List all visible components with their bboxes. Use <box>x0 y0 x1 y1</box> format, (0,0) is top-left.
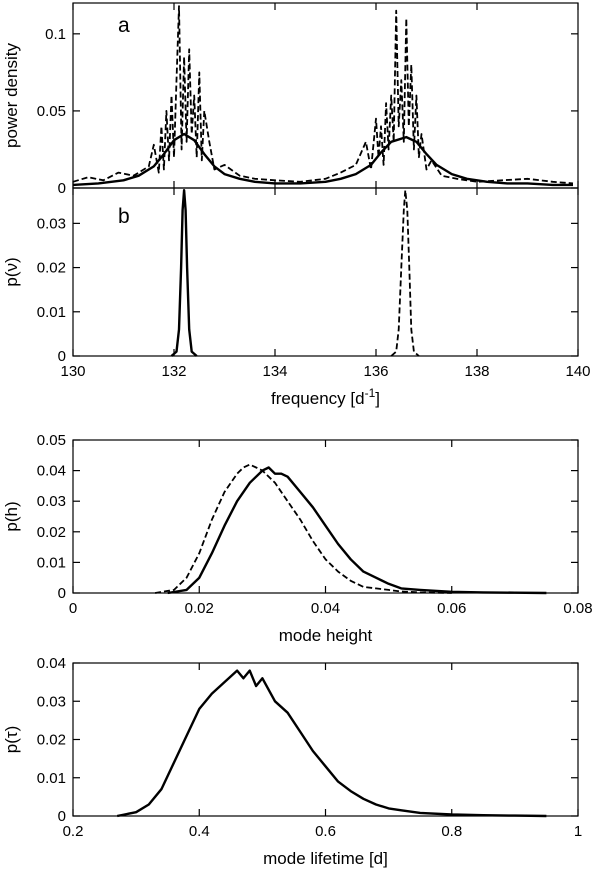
series-dashed <box>72 5 574 185</box>
panel-b: 0 0.01 0.02 0.03 130 132 134 136 138 140 b p(ν) freq… <box>2 187 591 408</box>
y-tick-label: 0 <box>58 180 66 197</box>
y-tick-label: 0.04 <box>37 655 66 672</box>
x-tick-label: 0.02 <box>185 600 214 617</box>
y-tick-label: 0.01 <box>37 554 66 571</box>
y-tick-label: 0.02 <box>37 524 66 541</box>
series-solid <box>72 132 573 187</box>
x-axis-label: frequency [d-1] <box>271 386 380 408</box>
y-tick-label: 0.03 <box>37 215 66 232</box>
x-tick-label: 132 <box>161 363 186 380</box>
y-tick-label: 0.03 <box>37 493 66 510</box>
x-tick-label: 0.04 <box>311 600 340 617</box>
y-tick-label: 0.02 <box>37 732 66 749</box>
series-solid <box>116 669 547 818</box>
series-solid <box>170 188 198 357</box>
x-axis-label: mode height <box>279 626 373 645</box>
y-axis-label: power density <box>2 43 21 148</box>
panel-lifetime: 0 0.01 0.02 0.03 0.04 0.2 0.4 0.6 0.8 1 p(τ) mode l… <box>2 655 582 868</box>
y-tick-label: 0.02 <box>37 260 66 277</box>
panel-label: a <box>118 14 130 37</box>
series-solid <box>167 466 547 595</box>
x-tick-label: 0.6 <box>315 823 336 840</box>
x-tick-label: 134 <box>262 363 287 380</box>
x-tick-label: 0.08 <box>563 600 592 617</box>
y-tick-label: 0.05 <box>37 432 66 449</box>
y-tick-label: 0 <box>58 585 66 602</box>
plot-frame <box>72 439 579 594</box>
x-tick-label: 136 <box>363 363 388 380</box>
y-axis-label: p(h) <box>2 501 21 531</box>
y-tick-label: 0.1 <box>45 26 66 43</box>
y-tick-label: 0.05 <box>37 103 66 120</box>
plot-frame <box>72 187 579 357</box>
x-axis-label: mode lifetime [d] <box>263 849 388 868</box>
x-tick-label: 0.4 <box>189 823 210 840</box>
y-axis-label: p(τ) <box>2 726 21 754</box>
y-axis-label: p(ν) <box>2 257 21 286</box>
y-tick-label: 0.01 <box>37 304 66 321</box>
panel-height: 0 0.01 0.02 0.03 0.04 0.05 0 0.02 0.04 0.06 0.08 p(… <box>2 432 593 645</box>
series-dashed <box>154 463 452 594</box>
y-tick-label: 0.04 <box>37 463 66 480</box>
x-tick-label: 140 <box>565 363 590 380</box>
x-tick-label: 130 <box>60 363 85 380</box>
y-tick-label: 0 <box>58 808 66 825</box>
x-tick-label: 0.06 <box>437 600 466 617</box>
x-tick-label: 1 <box>574 823 582 840</box>
panel-label: b <box>118 205 130 228</box>
x-tick-label: 0.2 <box>63 823 84 840</box>
y-tick-label: 0.03 <box>37 693 66 710</box>
x-tick-label: 0 <box>69 600 77 617</box>
y-tick-label: 0 <box>58 348 66 365</box>
plot-frame <box>72 662 579 817</box>
panel-a: 0 0.05 0.1 a power density <box>2 2 579 197</box>
x-tick-label: 0.8 <box>441 823 462 840</box>
y-tick-label: 0.01 <box>37 770 66 787</box>
series-dashed <box>390 189 420 357</box>
x-tick-label: 138 <box>464 363 489 380</box>
plot-frame <box>72 2 579 189</box>
